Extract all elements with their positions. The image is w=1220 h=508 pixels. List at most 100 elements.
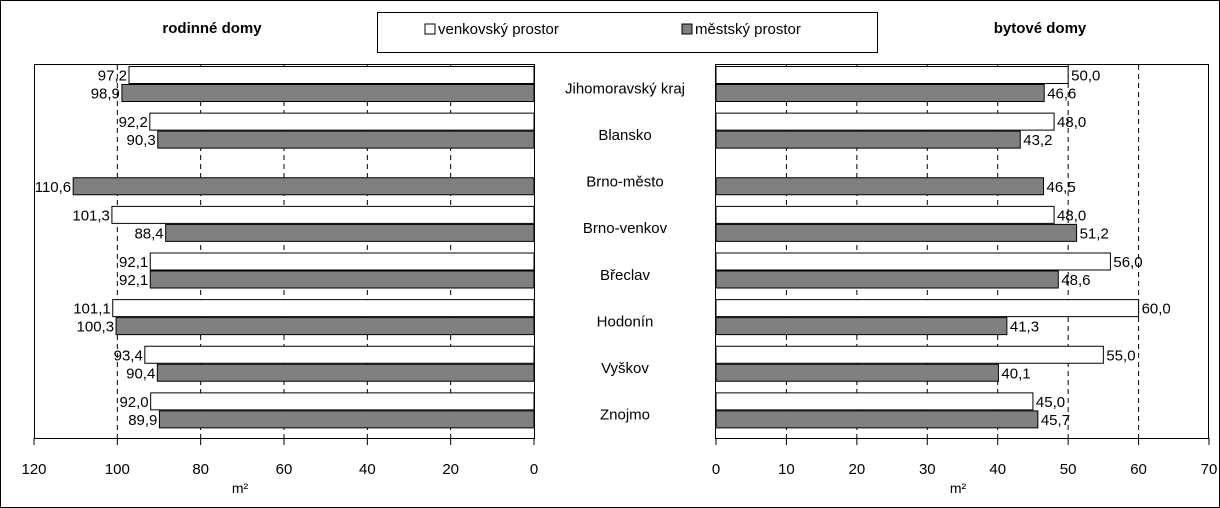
bar-left-venkovsky-prostor-jihomoravsky-kraj [128, 66, 535, 84]
left-chart-title: rodinné domy [162, 20, 262, 37]
legend-swatch-venkovsky [424, 23, 436, 35]
category-labels: Jihomoravský kraj Blansko Brno-město Brno-v… [565, 80, 685, 423]
bar-right-venkovsky-prostor-vyskov [715, 345, 1104, 364]
data-label: 92,0 [119, 394, 148, 411]
data-label: 90,3 [127, 132, 156, 149]
data-label: 110,6 [35, 179, 71, 196]
data-label: 97,2 [98, 68, 127, 85]
data-label: 90,4 [126, 365, 155, 382]
bar-left-venkovsky-prostor-hodonin [112, 299, 535, 318]
bar-right-venkovsky-prostor-hodonin [715, 299, 1140, 318]
data-label: 50,0 [1071, 68, 1100, 85]
tick-label: 100 [105, 461, 130, 478]
bar-right-venkovsky-prostor-breclav [715, 252, 1111, 271]
data-label: 48,0 [1057, 114, 1086, 131]
tick-label: 40 [359, 461, 376, 478]
left-bars [72, 66, 535, 429]
left-x-axis-label: m² [232, 480, 249, 496]
category-label-vyskov: Vyškov [601, 360, 649, 377]
right-x-axis-label: m² [950, 480, 967, 496]
tick-label: 30 [919, 461, 936, 478]
data-label: 92,1 [119, 272, 148, 289]
data-label: 92,1 [119, 254, 148, 271]
data-label: 93,4 [114, 347, 143, 364]
legend-box [377, 12, 878, 53]
data-label: 41,3 [1010, 319, 1039, 336]
data-label: 51,2 [1080, 225, 1109, 242]
category-label-jihomoravsky-kraj: Jihomoravský kraj [565, 80, 685, 97]
tick-label: 20 [442, 461, 459, 478]
data-label: 46,6 [1047, 86, 1076, 103]
bar-left-mestsky-prostor-brno-venkov [165, 223, 535, 242]
legend-swatch-mestsky [681, 23, 693, 35]
tick-label: 80 [192, 461, 209, 478]
data-label: 101,1 [73, 301, 111, 318]
data-label: 88,4 [134, 225, 163, 242]
data-label: 43,2 [1023, 132, 1052, 149]
legend-label-mestsky: městský prostor [695, 21, 801, 38]
bar-right-mestsky-prostor-vyskov [715, 363, 999, 382]
tick-label: 50 [1060, 461, 1077, 478]
right-bars [715, 66, 1140, 429]
data-label: 100,3 [77, 319, 115, 336]
data-label: 40,1 [1001, 365, 1030, 382]
right-chart-title: bytové domy [994, 20, 1087, 37]
data-label: 89,9 [128, 412, 157, 429]
category-label-znojmo: Znojmo [600, 407, 650, 424]
tick-label: 60 [276, 461, 293, 478]
right-data-labels: 50,046,648,043,246,548,051,256,048,660,0… [1001, 68, 1170, 429]
category-label-brno-venkov: Brno-venkov [583, 220, 668, 237]
bar-left-mestsky-prostor-brno-mesto [72, 177, 535, 196]
category-label-blansko: Blansko [598, 127, 651, 144]
data-label: 46,5 [1046, 179, 1075, 196]
tick-label: 20 [849, 461, 866, 478]
legend: venkovský prostor městský prostor [377, 12, 878, 53]
data-label: 98,9 [91, 86, 120, 103]
tick-label: 10 [778, 461, 795, 478]
bar-right-mestsky-prostor-jihomoravsky-kraj [715, 84, 1045, 102]
bar-left-mestsky-prostor-znojmo [158, 410, 535, 429]
bar-right-venkovsky-prostor-brno-venkov [715, 205, 1055, 224]
bar-right-mestsky-prostor-brno-venkov [715, 223, 1078, 242]
bar-right-mestsky-prostor-blansko [715, 130, 1021, 149]
bar-left-venkovsky-prostor-brno-venkov [111, 205, 535, 224]
category-label-breclav: Břeclav [600, 267, 651, 284]
bar-left-venkovsky-prostor-vyskov [144, 345, 535, 364]
data-label: 55,0 [1106, 347, 1135, 364]
bar-right-venkovsky-prostor-blansko [715, 112, 1055, 131]
bar-left-mestsky-prostor-vyskov [156, 363, 535, 382]
bar-right-mestsky-prostor-brno-mesto [715, 177, 1044, 196]
data-label: 48,0 [1057, 207, 1086, 224]
tick-label: 70 [1201, 461, 1218, 478]
bar-right-venkovsky-prostor-znojmo [715, 392, 1034, 411]
bar-left-mestsky-prostor-jihomoravsky-kraj [121, 84, 535, 102]
bar-left-venkovsky-prostor-blansko [149, 112, 535, 131]
bar-left-mestsky-prostor-breclav [149, 270, 535, 289]
category-label-brno-mesto: Brno-město [586, 174, 664, 191]
legend-label-venkovsky: venkovský prostor [438, 21, 559, 38]
data-label: 56,0 [1113, 254, 1142, 271]
data-label: 101,3 [72, 207, 110, 224]
tick-label: 40 [989, 461, 1006, 478]
left-x-axis: 120 100 80 60 40 20 0 [21, 438, 538, 478]
bar-right-mestsky-prostor-hodonin [715, 317, 1008, 336]
data-label: 45,7 [1041, 412, 1070, 429]
data-label: 92,2 [119, 114, 148, 131]
data-label: 60,0 [1142, 301, 1171, 318]
bar-left-mestsky-prostor-blansko [157, 130, 535, 149]
bar-right-mestsky-prostor-breclav [715, 270, 1059, 289]
bar-left-venkovsky-prostor-znojmo [150, 392, 535, 411]
bar-left-mestsky-prostor-hodonin [115, 317, 535, 336]
tick-label: 0 [712, 461, 720, 478]
data-label: 45,0 [1036, 394, 1065, 411]
tick-label: 120 [21, 461, 46, 478]
right-x-axis: 0 10 20 30 40 50 60 70 [712, 438, 1218, 478]
bar-left-venkovsky-prostor-breclav [149, 252, 535, 271]
category-label-hodonin: Hodonín [597, 313, 654, 330]
tick-label: 60 [1130, 461, 1147, 478]
bar-right-venkovsky-prostor-jihomoravsky-kraj [715, 66, 1069, 84]
tick-label: 0 [530, 461, 538, 478]
data-label: 48,6 [1061, 272, 1090, 289]
